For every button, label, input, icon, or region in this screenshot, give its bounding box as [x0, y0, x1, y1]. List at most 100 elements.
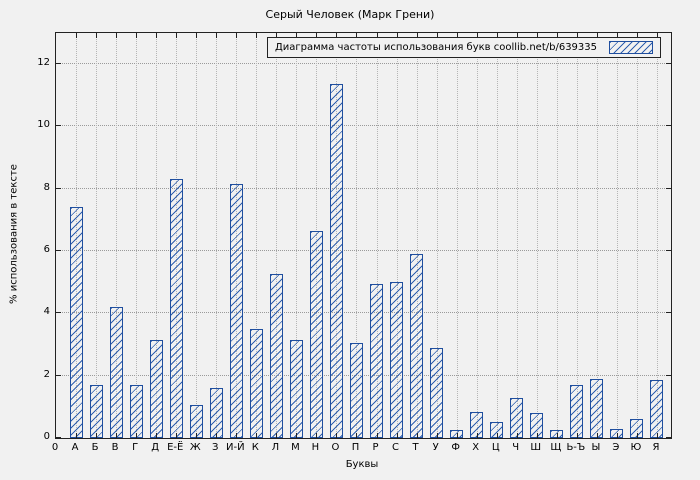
vertical-gridline	[536, 33, 538, 438]
x-tick-label: Н	[311, 442, 320, 453]
x-tick-mark	[336, 33, 338, 38]
x-tick-mark	[496, 33, 498, 38]
x-tick-label: К	[251, 442, 259, 453]
x-tick-mark	[396, 33, 398, 38]
x-tick-mark	[136, 33, 138, 38]
horizontal-gridline	[56, 250, 671, 252]
vertical-gridline	[616, 33, 618, 438]
vertical-gridline	[136, 33, 138, 438]
x-tick-mark	[316, 433, 318, 438]
vertical-gridline	[456, 33, 458, 438]
x-tick-mark	[396, 433, 398, 438]
x-tick-mark	[536, 433, 538, 438]
y-tick-mark	[666, 374, 671, 376]
y-tick-mark	[56, 250, 61, 252]
x-tick-mark	[96, 433, 98, 438]
x-tick-label: Г	[132, 442, 139, 453]
vertical-gridline	[396, 33, 398, 438]
x-tick-mark	[156, 433, 158, 438]
vertical-gridline	[356, 33, 358, 438]
vertical-gridline	[516, 33, 518, 438]
x-tick-label: Ы	[591, 442, 601, 453]
x-tick-label: Р	[372, 442, 379, 453]
bar	[289, 339, 303, 438]
y-tick-label: 10	[37, 119, 50, 131]
x-tick-mark	[316, 33, 318, 38]
bar	[149, 339, 163, 438]
bar	[69, 207, 83, 438]
x-tick-mark	[636, 433, 638, 438]
y-tick-mark	[666, 437, 671, 438]
horizontal-gridline	[56, 374, 671, 376]
x-tick-mark	[456, 33, 458, 38]
vertical-gridline	[496, 33, 498, 438]
vertical-gridline	[416, 33, 418, 438]
x-tick-mark	[576, 433, 578, 438]
vertical-gridline	[116, 33, 118, 438]
x-tick-mark	[636, 33, 638, 38]
vertical-gridline	[156, 33, 158, 438]
x-tick-label: Е-Ё	[167, 442, 184, 453]
bar	[349, 342, 363, 438]
x-tick-mark	[436, 433, 438, 438]
x-tick-mark	[276, 433, 278, 438]
x-tick-mark	[496, 433, 498, 438]
x-tick-mark	[256, 433, 258, 438]
bar	[229, 184, 243, 438]
x-tick-label: Э	[612, 442, 620, 453]
x-tick-mark	[536, 33, 538, 38]
x-tick-mark	[116, 433, 118, 438]
legend-swatch	[609, 41, 653, 54]
horizontal-gridline	[56, 187, 671, 189]
x-tick-label: Ц	[491, 442, 500, 453]
vertical-gridline	[556, 33, 558, 438]
y-tick-mark	[666, 187, 671, 189]
x-tick-label: С	[392, 442, 400, 453]
y-tick-label: 6	[43, 244, 50, 256]
horizontal-gridline	[56, 312, 671, 314]
x-tick-label: Б	[91, 442, 99, 453]
x-tick-label: Ь-Ъ	[566, 442, 586, 453]
x-tick-label: В	[111, 442, 119, 453]
x-tick-mark	[416, 33, 418, 38]
x-tick-label: М	[291, 442, 300, 453]
x-tick-mark	[656, 33, 658, 38]
x-tick-label: Х	[472, 442, 480, 453]
y-tick-mark	[56, 125, 61, 127]
x-tick-mark	[476, 433, 478, 438]
vertical-gridline	[96, 33, 98, 438]
chart-title: Серый Человек (Марк Грени)	[265, 8, 435, 21]
x-tick-label: И-Й	[225, 442, 245, 453]
x-tick-mark	[156, 33, 158, 38]
x-tick-label: Ч	[512, 442, 520, 453]
x-tick-mark	[236, 433, 238, 438]
bar	[249, 328, 263, 438]
horizontal-gridline	[56, 63, 671, 65]
x-tick-mark	[616, 33, 618, 38]
bar	[650, 380, 664, 438]
y-tick-mark	[666, 250, 671, 252]
x-tick-mark	[256, 33, 258, 38]
x-tick-mark	[556, 33, 558, 38]
vertical-gridline	[296, 33, 298, 438]
x-tick-label: Ю	[630, 442, 642, 453]
bar	[410, 254, 424, 438]
x-tick-mark	[516, 33, 518, 38]
x-tick-mark	[596, 433, 598, 438]
x-tick-label: У	[432, 442, 439, 453]
vertical-gridline	[276, 33, 278, 438]
x-tick-mark	[196, 433, 198, 438]
bar	[309, 230, 323, 438]
y-tick-label: 12	[37, 57, 50, 69]
y-tick-label: 0	[43, 431, 50, 442]
x-tick-label: О	[331, 442, 340, 453]
bar	[129, 385, 143, 438]
x-tick-mark	[76, 33, 78, 38]
x-tick-mark	[436, 33, 438, 38]
x-tick-mark	[616, 433, 618, 438]
y-tick-mark	[666, 312, 671, 314]
bar	[590, 378, 604, 438]
x-tick-mark	[296, 433, 298, 438]
vertical-gridline	[196, 33, 198, 438]
